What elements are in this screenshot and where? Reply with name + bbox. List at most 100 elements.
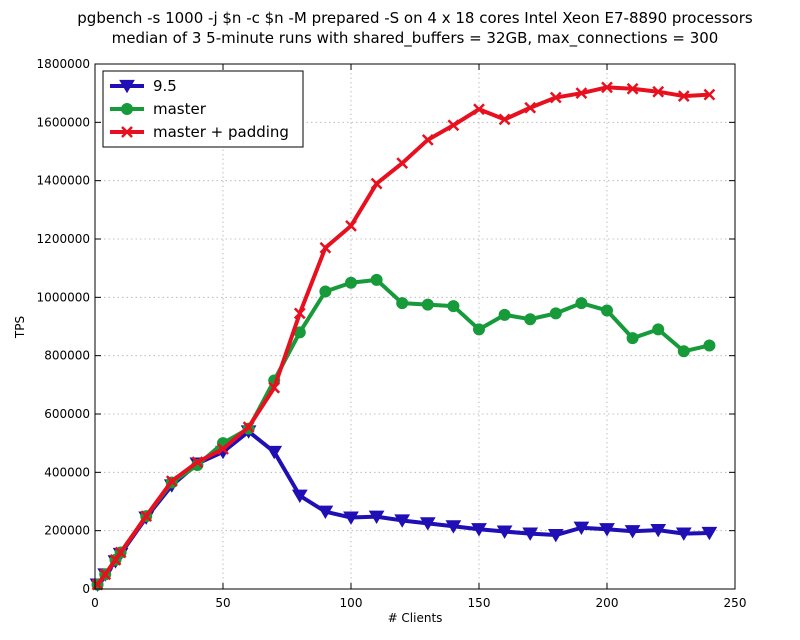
data-point-master-padding: [549, 91, 562, 104]
data-point-master-padding-stroke: [601, 81, 613, 94]
data-point-9-5: [573, 521, 590, 536]
data-point-master-padding-stroke: [345, 219, 357, 232]
y-tick-label: 1000000: [37, 290, 90, 304]
series-master: [91, 273, 716, 591]
data-point-9-5: [471, 523, 487, 537]
legend-marker: [121, 126, 133, 138]
data-point-master-padding-stroke: [524, 101, 537, 114]
data-point-master-padding-stroke: [370, 177, 383, 190]
data-point-master: [319, 285, 332, 298]
data-point-master-padding: [473, 103, 485, 116]
data-point-master-padding: [447, 119, 460, 132]
legend-label: master: [153, 100, 207, 118]
x-tick-label: 100: [340, 596, 363, 610]
data-point-master-padding: [677, 90, 690, 102]
data-point-master: [524, 313, 537, 326]
data-point-master-padding: [191, 456, 204, 469]
legend-item-9-5: 9.5: [110, 77, 177, 95]
chart-subtitle: median of 3 5-minute runs with shared_bu…: [112, 29, 719, 48]
chart-title: pgbench -s 1000 -j $n -c $n -M prepared …: [77, 9, 753, 27]
y-axis-label: TPS: [13, 316, 27, 339]
y-tick-label: 800000: [44, 349, 90, 363]
legend-item-master-padding: master + padding: [110, 123, 289, 141]
data-point-master-padding-stroke: [165, 475, 178, 487]
axis-ticks: 0 50 100 150 200 250 0 200000 400000 600000 800000…: [37, 57, 747, 610]
data-point-9-5: [368, 510, 385, 524]
data-point-9-5: [599, 523, 615, 537]
data-point-master-padding: [242, 421, 255, 434]
data-point-9-5: [445, 520, 462, 534]
data-point-9-5: [317, 505, 334, 519]
y-tick-label: 1600000: [37, 115, 90, 129]
data-point-master-padding-stroke: [396, 157, 409, 170]
data-point-master-padding-stroke: [677, 90, 690, 102]
legend: 9.5 master master + padding: [102, 70, 304, 148]
data-point-master-padding: [652, 85, 665, 98]
x-tick-label: 0: [91, 596, 99, 610]
data-point-master-padding-stroke: [268, 381, 281, 394]
data-point-master-padding-stroke: [140, 510, 153, 522]
legend-marker: [119, 79, 135, 94]
data-point-master-padding: [626, 82, 639, 95]
legend-marker: [121, 103, 133, 115]
plot-frame: [94, 63, 736, 590]
data-point-9-5: [624, 525, 641, 539]
data-point-master: [473, 323, 485, 336]
legend-items: 9.5 master master + padding: [110, 77, 289, 141]
data-point-master-padding: [524, 101, 537, 114]
data-point-master: [549, 307, 562, 320]
data-point-master-padding: [165, 475, 178, 487]
data-point-master-padding: [421, 133, 434, 146]
series-line-master: [95, 277, 710, 586]
data-point-master-padding-stroke: [626, 82, 639, 95]
series-9-5: [89, 425, 718, 592]
data-point-master: [447, 300, 460, 313]
data-point-9-5: [291, 489, 308, 503]
data-point-9-5: [547, 528, 564, 543]
x-tick-label: 50: [215, 596, 230, 610]
data-point-master-padding-stroke: [473, 103, 485, 116]
data-point-9-5: [419, 517, 436, 531]
y-tick-label: 0: [82, 582, 90, 596]
data-point-master-padding: [601, 81, 613, 94]
data-point-9-5: [650, 523, 667, 538]
data-point-master-padding-stroke: [652, 85, 665, 98]
x-tick-label: 200: [596, 596, 619, 610]
data-point-master-padding: [345, 219, 357, 232]
legend-label: 9.5: [153, 77, 177, 95]
data-point-master-padding-stroke: [99, 568, 112, 581]
data-point-master: [370, 273, 383, 286]
data-point-master-padding-stroke: [447, 119, 460, 132]
y-tick-label: 400000: [44, 465, 90, 479]
data-point-master-padding: [140, 510, 153, 522]
y-tick-label: 1200000: [37, 232, 90, 246]
legend-marker-stroke: [121, 126, 133, 138]
data-point-master-padding: [91, 578, 104, 591]
data-point-master-padding-stroke: [109, 553, 122, 566]
legend-item-master: master: [110, 100, 207, 118]
data-point-master-padding-stroke: [549, 91, 562, 104]
data-point-master-padding-stroke: [421, 133, 434, 146]
data-point-master-padding: [703, 88, 716, 101]
data-point-master-padding-stroke: [91, 578, 104, 591]
data-point-9-5: [394, 514, 411, 528]
x-tick-label: 250: [724, 596, 747, 610]
series-line-9-5: [95, 429, 710, 586]
data-point-master-padding: [217, 443, 229, 455]
data-point-9-5: [343, 511, 359, 525]
x-tick-label: 150: [468, 596, 491, 610]
data-point-9-5: [496, 525, 513, 539]
data-point-master-padding: [370, 177, 383, 190]
data-point-master-padding: [293, 307, 306, 320]
data-point-master: [626, 332, 639, 345]
data-point-master-padding-stroke: [217, 443, 229, 455]
data-point-master-padding-stroke: [498, 113, 511, 126]
data-point-master-padding-stroke: [114, 546, 127, 559]
data-point-master-padding-stroke: [242, 421, 255, 434]
data-point-master: [421, 298, 434, 311]
y-tick-label: 600000: [44, 407, 90, 421]
data-point-master-padding-stroke: [191, 456, 204, 469]
grid-lines: [95, 64, 735, 589]
data-point-master-padding-stroke: [293, 307, 306, 320]
